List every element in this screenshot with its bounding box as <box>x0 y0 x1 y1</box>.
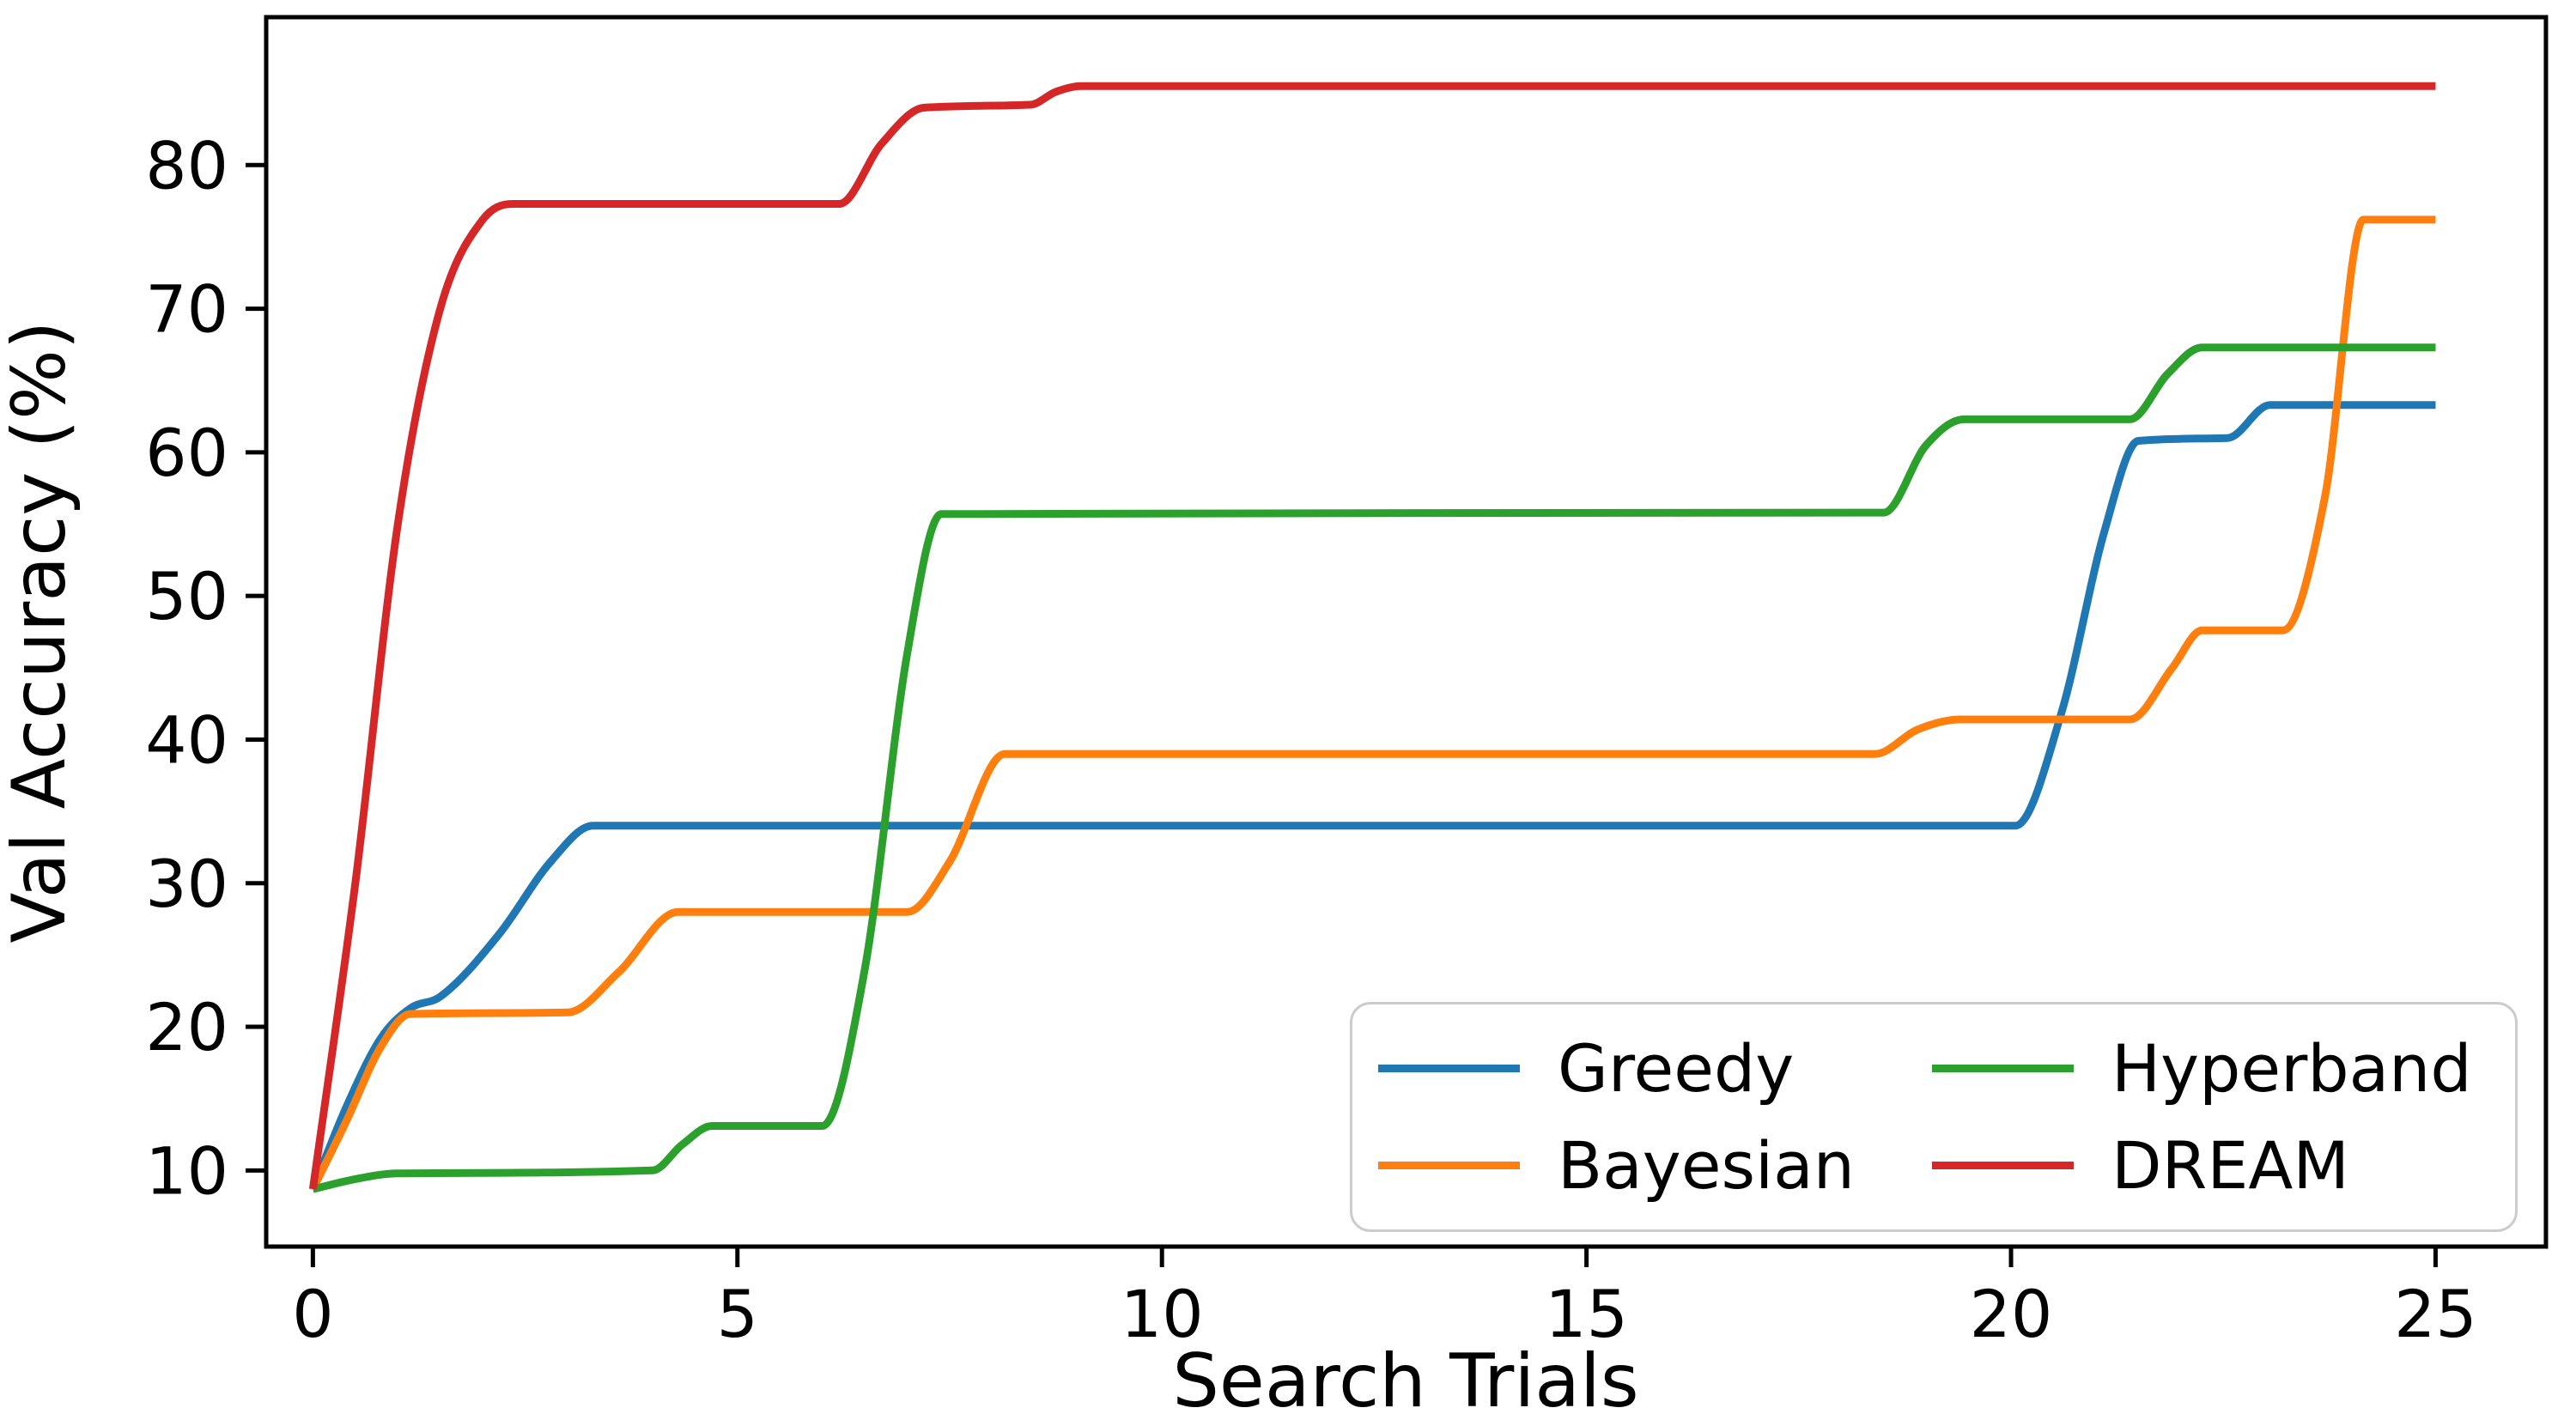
series-line-dream <box>308 82 2436 1190</box>
series-line-greedy <box>309 401 2436 1191</box>
x-tick-label: 10 <box>1121 1276 1204 1352</box>
y-tick-label: 80 <box>145 127 228 203</box>
legend-label-dream: DREAM <box>2111 1126 2349 1204</box>
x-tick-label: 20 <box>1970 1276 2053 1352</box>
y-tick-label: 20 <box>145 989 228 1065</box>
legend-column-2: Hyperband DREAM <box>1932 1020 2506 1214</box>
series-line-bayesian <box>309 215 2436 1192</box>
legend-item-hyperband: Hyperband <box>1932 1029 2506 1107</box>
x-tick-label: 5 <box>717 1276 758 1352</box>
y-tick-label: 10 <box>145 1132 228 1209</box>
legend-swatch-dream <box>1932 1162 2074 1169</box>
legend-item-greedy: Greedy <box>1378 1029 1932 1107</box>
legend-swatch-greedy <box>1378 1065 1520 1072</box>
legend-label-greedy: Greedy <box>1558 1029 1795 1107</box>
x-tick-label: 25 <box>2394 1276 2477 1352</box>
y-axis-title: Val Accuracy (%) <box>0 321 82 944</box>
y-tick-label: 70 <box>145 271 228 348</box>
series-line-hyperband <box>312 343 2436 1193</box>
legend-item-dream: DREAM <box>1932 1126 2506 1204</box>
legend-swatch-bayesian <box>1378 1162 1520 1169</box>
legend-item-bayesian: Bayesian <box>1378 1126 1932 1204</box>
legend-swatch-hyperband <box>1932 1065 2074 1072</box>
x-tick-label: 0 <box>292 1276 333 1352</box>
x-tick-label: 15 <box>1545 1276 1628 1352</box>
legend-column-1: Greedy Bayesian <box>1378 1020 1932 1214</box>
series-group <box>308 82 2436 1193</box>
plot-border <box>264 15 2549 1249</box>
y-tick-label: 40 <box>145 701 228 778</box>
y-tick-label: 50 <box>145 558 228 634</box>
legend-label-bayesian: Bayesian <box>1558 1126 1855 1204</box>
y-tick-label: 30 <box>145 846 228 922</box>
x-axis-title: Search Trials <box>1172 1338 1638 1417</box>
y-tick-label: 60 <box>145 415 228 491</box>
legend: Greedy Bayesian Hyperband DREAM <box>1350 1002 2518 1232</box>
legend-label-hyperband: Hyperband <box>2111 1029 2472 1107</box>
ticks-group: 0 5 10 15 20 25 10 20 30 40 50 60 70 80 <box>145 127 2477 1352</box>
